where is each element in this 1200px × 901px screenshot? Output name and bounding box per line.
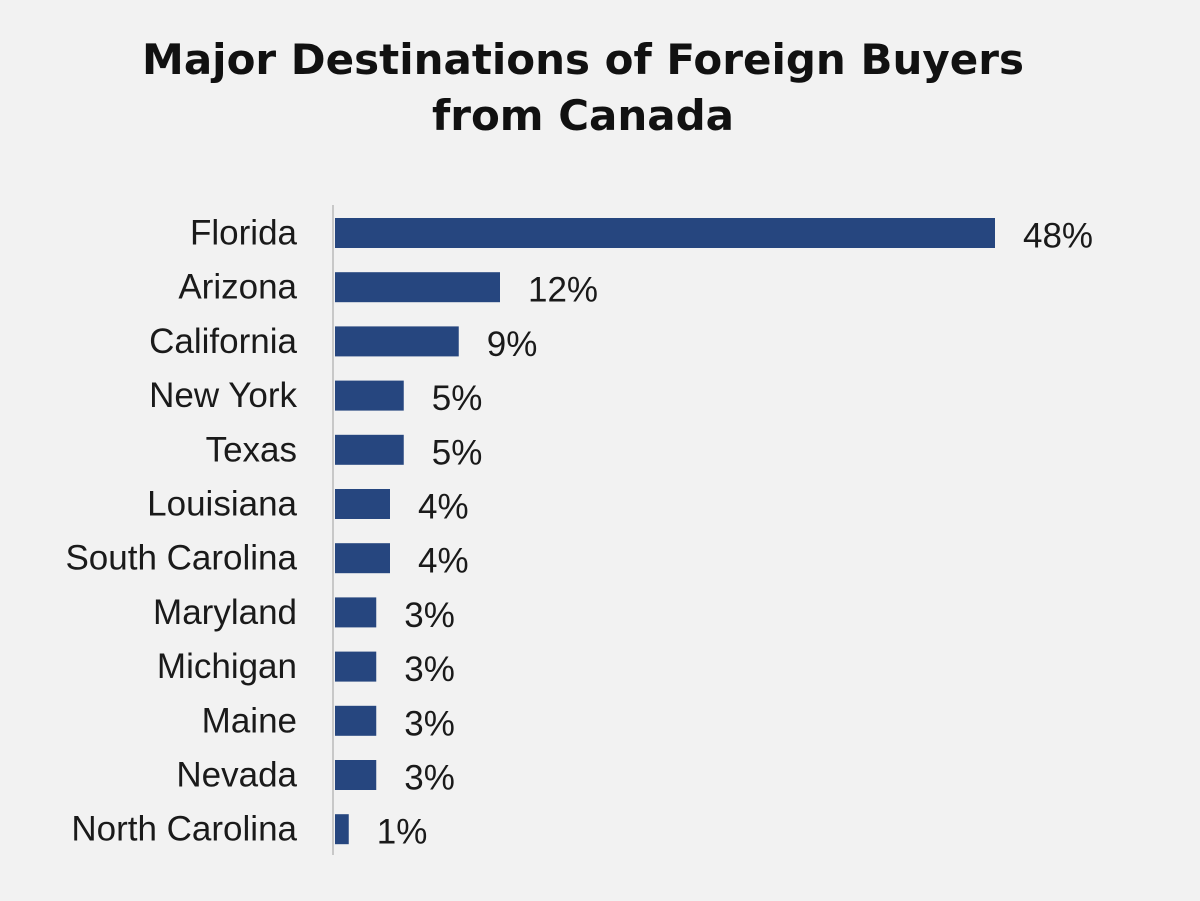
category-label: New York <box>149 376 297 415</box>
bar <box>335 760 377 790</box>
chart-title-line-2: from Canada <box>431 91 735 140</box>
category-label: Michigan <box>157 647 297 686</box>
value-label: 3% <box>404 759 455 798</box>
value-label: 3% <box>404 650 455 689</box>
category-label: North Carolina <box>71 810 297 849</box>
category-label: Maryland <box>153 593 297 632</box>
bar <box>335 651 377 682</box>
value-label: 4% <box>418 542 469 581</box>
value-label: 12% <box>528 271 598 310</box>
value-label: 3% <box>404 704 455 743</box>
bar <box>335 380 404 411</box>
chart-title: Major Destinations of Foreign Buyers fro… <box>0 32 1166 144</box>
value-label: 3% <box>404 596 455 635</box>
bar <box>335 814 349 845</box>
bar <box>335 272 500 303</box>
category-label: Louisiana <box>147 485 297 524</box>
value-label: 5% <box>432 379 483 418</box>
bar <box>335 489 390 519</box>
bar <box>335 434 404 465</box>
bar <box>335 218 995 248</box>
category-label: Nevada <box>176 756 297 795</box>
bar <box>335 705 377 736</box>
category-label: California <box>149 322 297 361</box>
category-label: Texas <box>206 430 297 469</box>
value-label: 5% <box>432 433 483 472</box>
bar <box>335 597 377 628</box>
bar <box>335 543 390 574</box>
chart-title-line-1: Major Destinations of Foreign Buyers <box>142 35 1024 84</box>
bar <box>335 326 459 357</box>
category-label: Florida <box>190 214 298 253</box>
value-label: 4% <box>418 488 469 527</box>
category-label: Arizona <box>178 268 297 307</box>
category-label: Maine <box>202 701 297 740</box>
value-label: 48% <box>1023 217 1093 256</box>
value-label: 1% <box>377 813 428 852</box>
value-label: 9% <box>487 325 538 364</box>
category-label: South Carolina <box>65 539 297 578</box>
